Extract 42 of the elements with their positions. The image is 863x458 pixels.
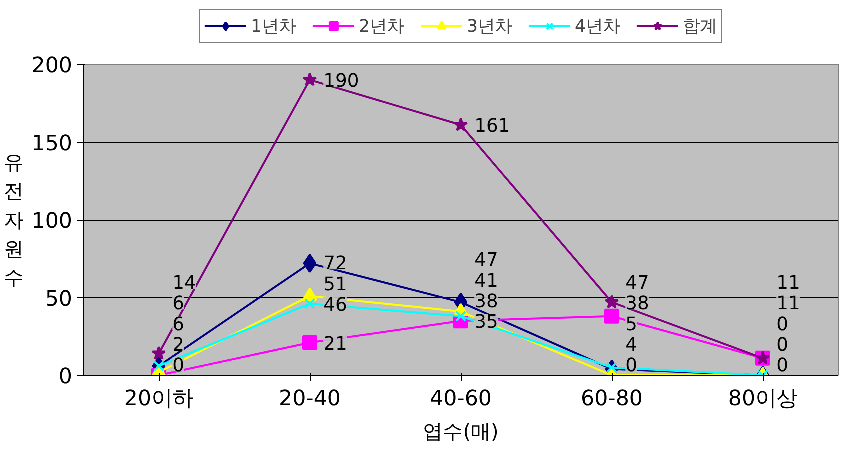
- data-label: 11: [776, 272, 800, 294]
- data-label: 6: [172, 314, 184, 336]
- data-label: 0: [776, 334, 788, 356]
- data-label: 5: [626, 314, 638, 336]
- data-label: 2: [172, 334, 184, 356]
- data-label: 41: [474, 270, 498, 292]
- x-axis-title: 엽수(매): [423, 420, 499, 444]
- x-tick-label: 20-40: [279, 386, 341, 412]
- data-label: 6: [172, 294, 184, 315]
- data-label: 14: [172, 272, 196, 294]
- y-axis-title: 유전자원수: [4, 150, 24, 290]
- x-tick-label: 40-60: [430, 386, 492, 412]
- y-tick-label: 100: [32, 209, 73, 234]
- y-tick-label: 0: [58, 364, 73, 390]
- data-label: 0: [172, 356, 184, 377]
- data-label: 46: [324, 294, 348, 316]
- data-label: 0: [776, 314, 788, 336]
- y-tick-label: 150: [32, 131, 73, 156]
- data-label: 51: [324, 274, 348, 296]
- y-tick-label: 50: [45, 286, 72, 312]
- data-label: 4: [626, 334, 638, 356]
- legend-label: 4년차: [575, 16, 620, 38]
- legend-label: 합계: [683, 16, 718, 38]
- x-tick-label: 60-80: [581, 386, 643, 412]
- data-label: 161: [474, 116, 510, 138]
- data-label: 21: [324, 334, 348, 355]
- legend-label: 3년차: [467, 16, 512, 38]
- x-tick-label: 80이상: [728, 386, 798, 412]
- data-label: 0: [626, 356, 638, 377]
- data-label: 38: [626, 294, 650, 315]
- data-label: 47: [474, 250, 498, 272]
- data-label: 72: [324, 254, 348, 275]
- legend-label: 2년차: [358, 16, 404, 38]
- data-label: 47: [626, 272, 650, 294]
- x-tick-label: 20이하: [124, 386, 194, 412]
- y-tick-label: 200: [32, 54, 73, 78]
- data-label: 35: [474, 312, 498, 334]
- data-label: 190: [324, 71, 360, 92]
- data-label: 38: [474, 291, 498, 312]
- legend-label: 1년차: [250, 16, 296, 38]
- data-label: 0: [776, 356, 788, 377]
- data-label: 11: [776, 294, 800, 315]
